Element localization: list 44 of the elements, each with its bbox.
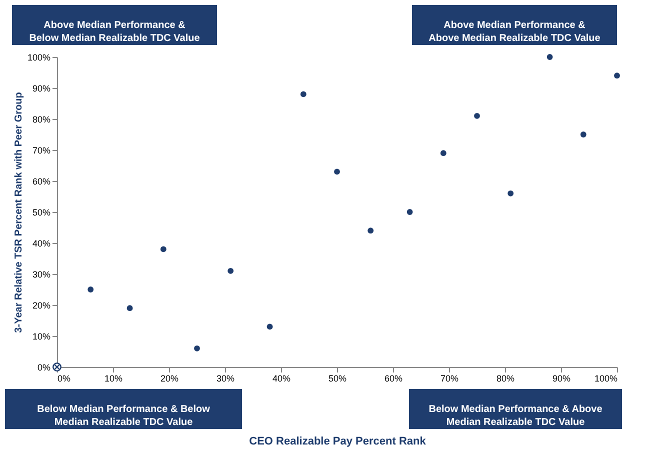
y-tick-label: 0% bbox=[37, 362, 50, 372]
y-tick-label: 60% bbox=[32, 176, 50, 186]
point bbox=[228, 268, 234, 274]
x-tick-label: 60% bbox=[384, 374, 403, 384]
point bbox=[546, 54, 553, 60]
point bbox=[160, 246, 166, 252]
x-tick-label: 10% bbox=[104, 374, 123, 384]
x-tick-label: 20% bbox=[160, 374, 179, 384]
point bbox=[440, 150, 446, 156]
point bbox=[194, 345, 200, 352]
text: Below Median Performance & Above Median Realizable TDC Value bbox=[428, 404, 603, 428]
x-tick-label: 40% bbox=[272, 374, 291, 384]
x-tick-label: 90% bbox=[552, 374, 571, 384]
text: Below Median Performance & Below Median Realizable TDC Value bbox=[37, 404, 210, 428]
y-tick-label: 40% bbox=[32, 238, 50, 248]
point bbox=[406, 209, 413, 215]
y-tick-label: 20% bbox=[32, 300, 50, 310]
point bbox=[334, 168, 340, 175]
point bbox=[300, 91, 306, 98]
point bbox=[614, 72, 620, 79]
x-axis-title: CEO Realizable Pay Percent Rank bbox=[249, 436, 427, 448]
x-tick-label: 100% bbox=[594, 374, 618, 384]
y-tick-label: 80% bbox=[32, 114, 50, 124]
point bbox=[88, 286, 94, 292]
y-tick-label: 100% bbox=[27, 52, 50, 62]
y-tick-label: 50% bbox=[32, 208, 50, 218]
point bbox=[508, 190, 514, 196]
x-tick-label: 70% bbox=[440, 374, 459, 384]
y-tick-label: 90% bbox=[32, 84, 50, 94]
x-tick-label: 50% bbox=[328, 374, 347, 384]
x-tick-label: 80% bbox=[496, 374, 515, 384]
point bbox=[368, 228, 374, 234]
text: Above Median Performance & Above Median Realizable TDC Value bbox=[428, 20, 601, 44]
x-tick-label: 30% bbox=[216, 374, 235, 384]
y-axis-title: 3-Year Relative TSR Percent Rank with Peer Group bbox=[13, 92, 24, 333]
y-tick-label: 10% bbox=[32, 332, 50, 342]
point bbox=[126, 305, 133, 312]
text: Above Median Performance & Below Median Realizable TDC Value bbox=[29, 20, 200, 44]
point bbox=[474, 112, 480, 119]
point bbox=[580, 132, 586, 138]
y-tick-label: 30% bbox=[32, 270, 50, 280]
point bbox=[266, 324, 273, 330]
x-tick-label: 0% bbox=[58, 374, 71, 384]
y-tick-label: 70% bbox=[32, 146, 50, 156]
